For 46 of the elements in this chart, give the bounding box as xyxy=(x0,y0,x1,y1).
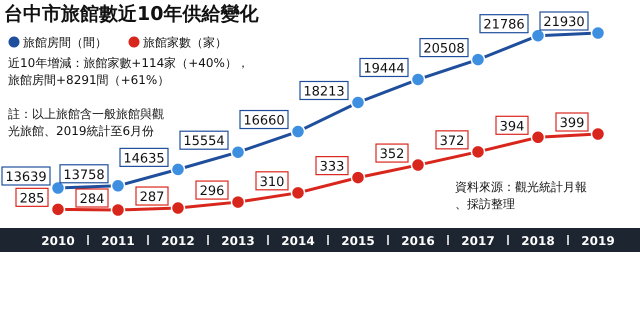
x-tick-label: 2014 xyxy=(281,234,315,248)
point xyxy=(50,202,66,217)
legend-label: 旅館家數（家） xyxy=(143,36,227,50)
legend-label: 旅館房間（間） xyxy=(23,36,107,50)
data-label: 372 xyxy=(440,134,464,149)
data-label: 394 xyxy=(500,119,524,134)
data-label: 287 xyxy=(140,190,164,206)
x-tick-label: 2012 xyxy=(161,234,195,248)
x-tick-label: 2015 xyxy=(341,234,375,248)
point xyxy=(590,126,606,142)
point xyxy=(470,144,486,160)
annotation: 近10年增減：旅館家數+114家（+40%），旅館房間+8291間（+61%） xyxy=(8,56,249,87)
data-label: 13639 xyxy=(5,170,47,185)
annotation: 註：以上旅館含一般旅館與觀光旅館、2019統計至6月份 xyxy=(8,107,164,138)
x-tick-label: 2013 xyxy=(221,234,255,248)
point xyxy=(110,202,126,218)
x-tick-label: 2010 xyxy=(41,234,75,248)
x-tick-label: 2016 xyxy=(401,234,435,248)
data-label: 399 xyxy=(560,116,584,131)
data-label: 352 xyxy=(380,147,404,162)
data-label: 333 xyxy=(320,160,344,175)
point xyxy=(170,200,186,216)
data-label: 21786 xyxy=(483,18,525,33)
point xyxy=(230,194,246,210)
point xyxy=(410,158,426,172)
data-label: 13758 xyxy=(63,168,105,183)
point xyxy=(530,130,546,145)
data-label: 19444 xyxy=(363,61,405,76)
data-label: 285 xyxy=(20,191,44,206)
data-label: 284 xyxy=(80,192,104,207)
point xyxy=(290,186,306,200)
data-label: 16660 xyxy=(243,114,285,129)
data-label: 296 xyxy=(200,184,224,200)
x-tick-label: 2017 xyxy=(461,234,495,248)
data-label: 15554 xyxy=(183,134,225,150)
x-tick-label: 2018 xyxy=(521,234,555,248)
data-label: 21930 xyxy=(543,15,585,30)
x-tick-label: 2011 xyxy=(101,234,135,248)
data-label: 20508 xyxy=(423,42,465,57)
data-label: 310 xyxy=(260,174,284,190)
point xyxy=(350,170,366,185)
data-label: 18213 xyxy=(303,84,345,100)
x-tick-label: 2019 xyxy=(581,234,615,248)
chart-title: 台中市旅館數近10年供給變化 xyxy=(4,3,260,25)
data-label: 14635 xyxy=(123,151,165,166)
annotation: 資料來源：觀光統計月報、採訪整理 xyxy=(455,180,587,211)
